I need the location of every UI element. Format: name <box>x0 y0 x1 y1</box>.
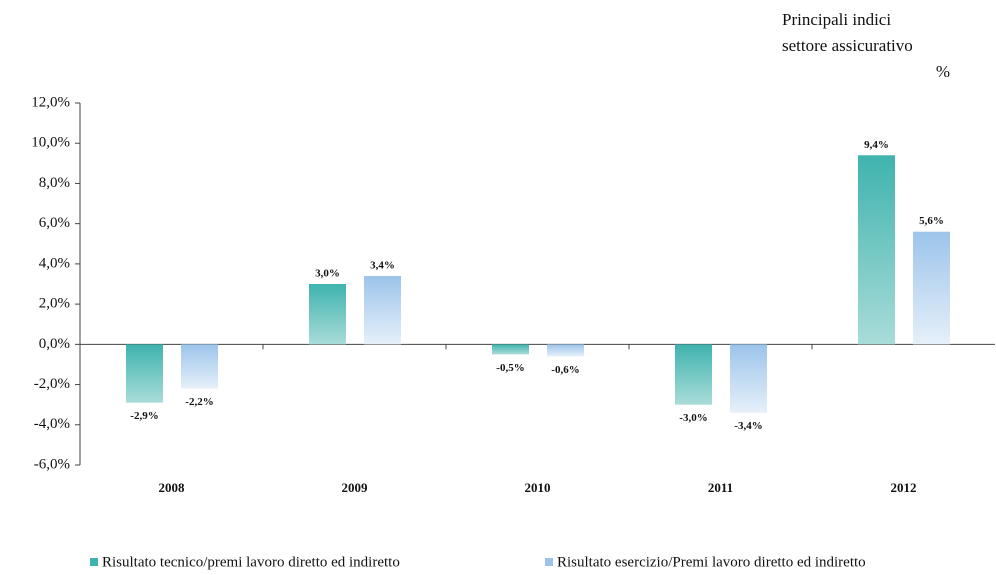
y-tick-label: -6,0% <box>34 456 70 472</box>
value-label: -3,4% <box>734 420 762 432</box>
chart-title: % <box>936 62 950 81</box>
value-label: -3,0% <box>679 412 707 424</box>
value-label: 3,0% <box>315 268 340 280</box>
legend-swatch <box>545 558 553 566</box>
bar <box>492 344 529 355</box>
legend-label: Risultato tecnico/premi lavoro diretto e… <box>102 554 400 570</box>
value-label: -0,6% <box>551 364 579 376</box>
bar <box>730 344 767 413</box>
x-tick-label: 2010 <box>525 480 551 495</box>
legend-swatch <box>90 558 98 566</box>
y-tick-label: 4,0% <box>39 255 70 271</box>
y-tick-label: 6,0% <box>39 215 70 231</box>
chart-title: settore assicurativo <box>782 36 913 55</box>
value-label: 3,4% <box>370 259 395 271</box>
value-label: -0,5% <box>496 362 524 374</box>
value-label: -2,2% <box>185 396 213 408</box>
bar <box>913 231 950 345</box>
x-tick-label: 2009 <box>342 480 369 495</box>
bar <box>858 155 895 345</box>
value-label: 5,6% <box>919 215 944 227</box>
bar <box>364 275 401 345</box>
y-tick-label: 0,0% <box>39 336 70 352</box>
y-tick-label: -2,0% <box>34 376 70 392</box>
x-tick-label: 2008 <box>159 480 186 495</box>
y-tick-label: 10,0% <box>31 135 70 151</box>
bar <box>309 284 346 345</box>
chart-title: Principali indici <box>782 10 891 29</box>
value-label: -2,9% <box>130 410 158 422</box>
legend-label: Risultato esercizio/Premi lavoro diretto… <box>557 554 866 570</box>
x-tick-label: 2011 <box>708 480 733 495</box>
y-tick-label: 12,0% <box>31 94 70 110</box>
y-tick-label: 2,0% <box>39 296 70 312</box>
y-tick-label: -4,0% <box>34 416 70 432</box>
x-tick-label: 2012 <box>891 480 917 495</box>
bar <box>126 344 163 403</box>
bar <box>181 344 218 389</box>
bar <box>547 344 584 357</box>
y-tick-label: 8,0% <box>39 175 70 191</box>
value-label: 9,4% <box>864 139 889 151</box>
bar <box>675 344 712 405</box>
